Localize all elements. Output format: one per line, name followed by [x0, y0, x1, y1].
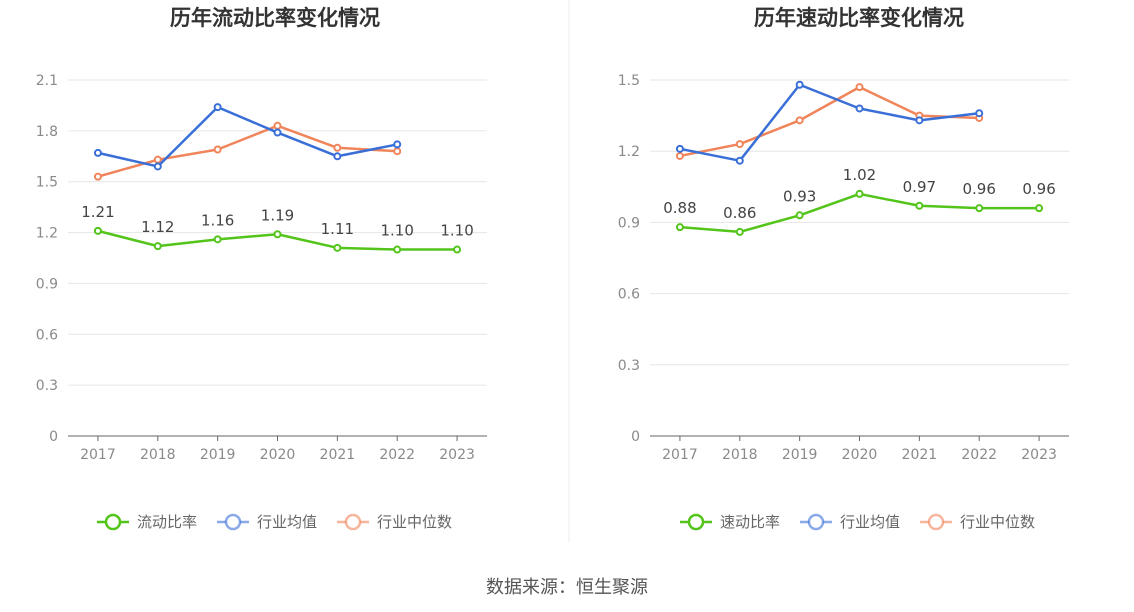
data-label: 1.16 [201, 211, 234, 229]
x-tick-label: 2018 [722, 447, 758, 463]
x-tick-label: 2023 [439, 447, 475, 463]
data-point [333, 243, 342, 252]
data-point [855, 189, 864, 198]
data-point [735, 140, 744, 149]
y-tick-label: 0.9 [618, 215, 640, 231]
y-tick-label: 0.3 [618, 358, 640, 374]
data-point [153, 155, 162, 164]
data-point [273, 121, 282, 130]
data-point [795, 116, 804, 125]
y-tick-label: 1.2 [36, 226, 58, 242]
data-point [153, 242, 162, 251]
data-point [915, 201, 924, 210]
data-point [153, 162, 162, 171]
data-point [93, 226, 102, 235]
charts-canvas: 历年流动比率变化情况 0 0.3 0.6 0.9 1.2 1.5 1.8 2.1 2017 2018… [36, 0, 1069, 542]
data-point [795, 211, 804, 220]
x-tick-label: 2019 [782, 447, 818, 463]
series-line-2 [97, 105, 398, 168]
data-point [393, 140, 402, 149]
y-tick-label: 0 [49, 429, 58, 445]
data-label: 1.11 [321, 220, 354, 238]
chart-title: 历年速动比率变化情况 [754, 6, 964, 30]
legend-label: 行业均值 [840, 513, 900, 531]
data-point [393, 147, 402, 156]
x-tick-label: 2019 [200, 447, 236, 463]
x-tick-label: 2020 [842, 447, 878, 463]
data-point [273, 128, 282, 137]
legend-label: 行业均值 [257, 513, 317, 531]
data-point [1035, 204, 1044, 213]
data-point [735, 156, 744, 165]
x-tick-label: 2022 [961, 447, 997, 463]
data-source-note: 数据来源：恒生聚源 [486, 577, 648, 598]
legend-marker [687, 513, 705, 531]
y-tick-label: 0 [631, 429, 640, 445]
x-tick-label: 2023 [1021, 447, 1057, 463]
data-point [213, 145, 222, 154]
y-tick-label: 1.5 [36, 175, 58, 191]
data-point [675, 151, 684, 160]
data-label: 0.93 [783, 187, 816, 205]
data-label: 1.02 [843, 166, 876, 184]
data-point [675, 223, 684, 232]
data-point [675, 144, 684, 153]
data-point [333, 143, 342, 152]
legend-marker [927, 513, 945, 531]
y-tick-label: 0.9 [36, 276, 58, 292]
data-point [915, 116, 924, 125]
x-tick-label: 2017 [80, 447, 116, 463]
data-point [93, 148, 102, 157]
x-tick-label: 2022 [379, 447, 415, 463]
x-tick-label: 2021 [320, 447, 356, 463]
data-point [735, 227, 744, 236]
y-tick-label: 0.3 [36, 378, 58, 394]
x-tick-label: 2020 [260, 447, 296, 463]
y-tick-label: 1.2 [618, 144, 640, 160]
legend-label: 行业中位数 [377, 513, 452, 531]
data-point [273, 230, 282, 239]
data-point [213, 103, 222, 112]
data-point [453, 245, 462, 254]
data-point [975, 109, 984, 118]
data-label: 1.21 [81, 203, 114, 221]
series-line-2 [679, 83, 980, 162]
y-tick-label: 0.6 [618, 287, 640, 303]
data-point [855, 104, 864, 113]
legend-marker [344, 513, 362, 531]
x-tick-label: 2021 [902, 447, 938, 463]
x-tick-label: 2017 [662, 447, 698, 463]
series-line-3 [97, 124, 398, 178]
legend-label: 行业中位数 [960, 513, 1035, 531]
data-label: 0.97 [903, 178, 936, 196]
data-label: 0.86 [723, 204, 756, 222]
data-label: 1.19 [261, 206, 294, 224]
y-tick-label: 1.8 [36, 124, 58, 140]
data-point [855, 83, 864, 92]
y-tick-label: 0.6 [36, 327, 58, 343]
data-label: 1.10 [381, 222, 414, 240]
y-tick-label: 2.1 [36, 73, 58, 89]
x-tick-label: 2018 [140, 447, 176, 463]
data-label: 1.12 [141, 218, 174, 236]
data-point [795, 80, 804, 89]
data-point [333, 152, 342, 161]
data-point [975, 204, 984, 213]
data-label: 0.96 [1022, 180, 1055, 198]
data-point [393, 245, 402, 254]
y-tick-label: 1.5 [618, 73, 640, 89]
legend-label: 速动比率 [720, 513, 780, 531]
legend-label: 流动比率 [137, 513, 197, 531]
data-label: 0.88 [663, 199, 696, 217]
data-label: 0.96 [963, 180, 996, 198]
data-label: 1.10 [440, 222, 473, 240]
legend-marker [104, 513, 122, 531]
series-line-3 [679, 85, 980, 158]
data-point [213, 235, 222, 244]
legend-marker [807, 513, 825, 531]
legend-marker [224, 513, 242, 531]
chart-title: 历年流动比率变化情况 [170, 6, 380, 30]
data-point [93, 172, 102, 181]
